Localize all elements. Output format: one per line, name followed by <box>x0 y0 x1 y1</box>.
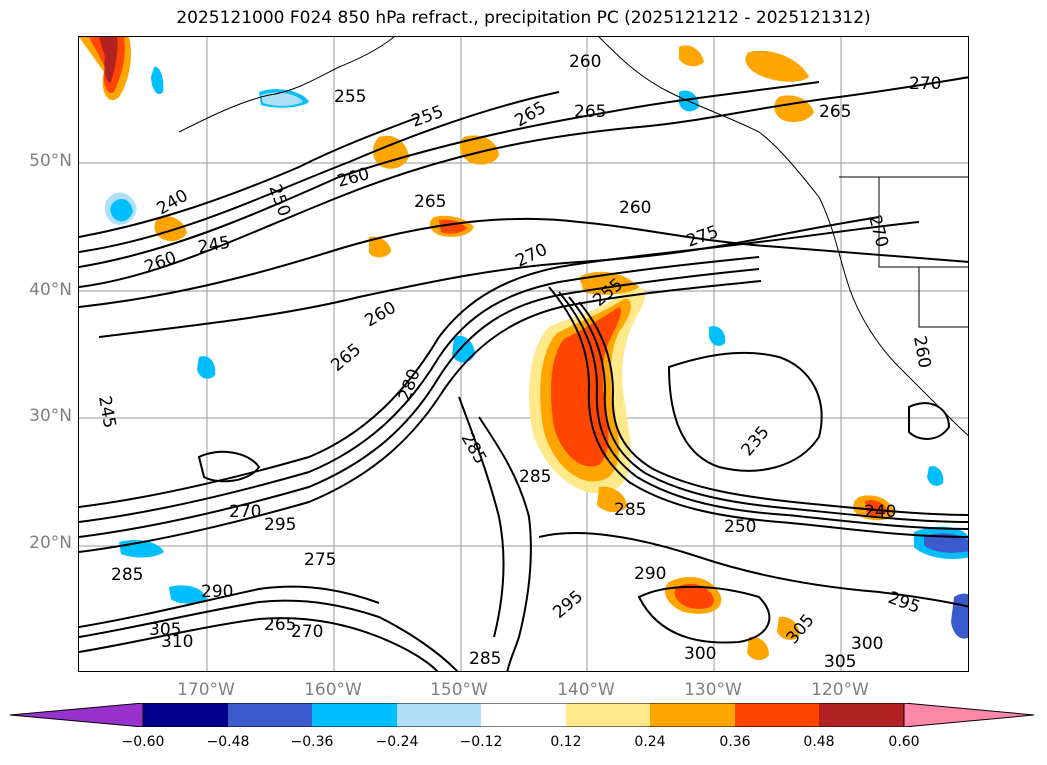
map-svg: 260 265 255 265 250 260 255 265 260 240 … <box>79 37 968 672</box>
lon-label-130w: 130°W <box>684 680 742 700</box>
lon-label-160w: 160°W <box>304 680 362 700</box>
contour-label: 270 <box>864 213 892 250</box>
lat-label-30n: 30°N <box>29 406 72 426</box>
contour-label: 285 <box>111 565 143 585</box>
map-title: 2025121000 F024 850 hPa refract., precip… <box>176 8 871 28</box>
contour-label: 260 <box>619 198 651 218</box>
contour-label: 245 <box>196 233 231 258</box>
lon-label-140w: 140°W <box>557 680 615 700</box>
contour-label: 285 <box>614 500 646 520</box>
contour-label-group: 260 265 255 265 250 260 255 265 260 240 … <box>94 52 941 672</box>
contour-label: 250 <box>724 517 756 537</box>
colorbar-swatch <box>143 703 228 727</box>
contour-label: 285 <box>469 649 501 669</box>
contour-label: 270 <box>909 74 941 94</box>
contour-label: 305 <box>783 610 819 648</box>
colorbar-swatch <box>481 703 566 727</box>
colorbar-swatch <box>397 703 481 727</box>
colorbar-tick: 0.48 <box>803 734 835 750</box>
contour-label: 305 <box>149 620 181 640</box>
lat-label-40n: 40°N <box>29 280 72 300</box>
colorbar-tick: −0.12 <box>459 734 503 750</box>
lon-label-120w: 120°W <box>811 680 869 700</box>
colorbar-extend-low <box>9 702 144 728</box>
contour-label: 260 <box>909 334 934 369</box>
colorbar-swatch <box>566 703 650 727</box>
colorbar-extend-high <box>903 702 1035 728</box>
contour-label: 295 <box>264 515 296 535</box>
contour-label: 265 <box>414 192 446 212</box>
refractivity-contours <box>79 76 968 671</box>
colorbar <box>9 702 1037 731</box>
colorbar-swatch <box>819 703 904 727</box>
contour-label: 255 <box>334 87 366 107</box>
contour-label: 260 <box>335 164 372 192</box>
contour-label: 265 <box>327 340 365 376</box>
contour-label: 255 <box>409 102 446 132</box>
contour-label: 265 <box>574 102 606 122</box>
contour-label: 250 <box>264 182 294 219</box>
colorbar-tick: 0.24 <box>634 734 666 750</box>
contour-label: 245 <box>94 394 119 429</box>
colorbar-swatch <box>228 703 312 727</box>
colorbar-swatch <box>735 703 819 727</box>
contour-label: 240 <box>864 502 896 522</box>
lat-label-50n: 50°N <box>29 151 72 171</box>
coastlines <box>178 37 968 436</box>
precip-negative-fills <box>104 66 968 639</box>
contour-label: 305 <box>824 652 856 672</box>
colorbar-tick: −0.60 <box>121 734 165 750</box>
precip-positive-fills <box>79 37 894 661</box>
contour-label: 270 <box>291 622 323 642</box>
contour-label: 265 <box>819 102 851 122</box>
contour-label: 275 <box>304 550 336 570</box>
colorbar-swatch <box>650 703 735 727</box>
contour-label: 290 <box>201 582 233 602</box>
colorbar-swatch <box>312 703 397 727</box>
lon-label-170w: 170°W <box>177 680 235 700</box>
contour-label: 285 <box>519 467 551 487</box>
colorbar-tick: 0.12 <box>550 734 582 750</box>
map-plot-area: 260 265 255 265 250 260 255 265 260 240 … <box>78 36 969 672</box>
colorbar-tick: 0.60 <box>888 734 920 750</box>
contour-label: 260 <box>569 52 601 72</box>
contour-label: 260 <box>362 298 400 332</box>
contour-label: 310 <box>161 632 193 652</box>
lon-label-150w: 150°W <box>430 680 488 700</box>
colorbar-tick: −0.36 <box>290 734 334 750</box>
contour-label: 300 <box>851 634 883 654</box>
colorbar-tick: −0.24 <box>375 734 419 750</box>
contour-label: 285 <box>457 430 491 468</box>
contour-label: 270 <box>229 502 261 522</box>
contour-label: 295 <box>885 588 922 618</box>
colorbar-tick: 0.36 <box>719 734 751 750</box>
contour-label: 235 <box>738 422 774 460</box>
contour-label: 300 <box>684 644 716 664</box>
contour-label: 290 <box>634 564 666 584</box>
contour-label: 295 <box>549 587 587 623</box>
contour-label: 280 <box>395 366 425 403</box>
colorbar-tick: −0.48 <box>206 734 250 750</box>
lat-label-20n: 20°N <box>29 533 72 553</box>
colorbar-svg <box>9 702 1035 728</box>
graticule <box>79 37 968 671</box>
contour-label: 265 <box>264 615 296 635</box>
